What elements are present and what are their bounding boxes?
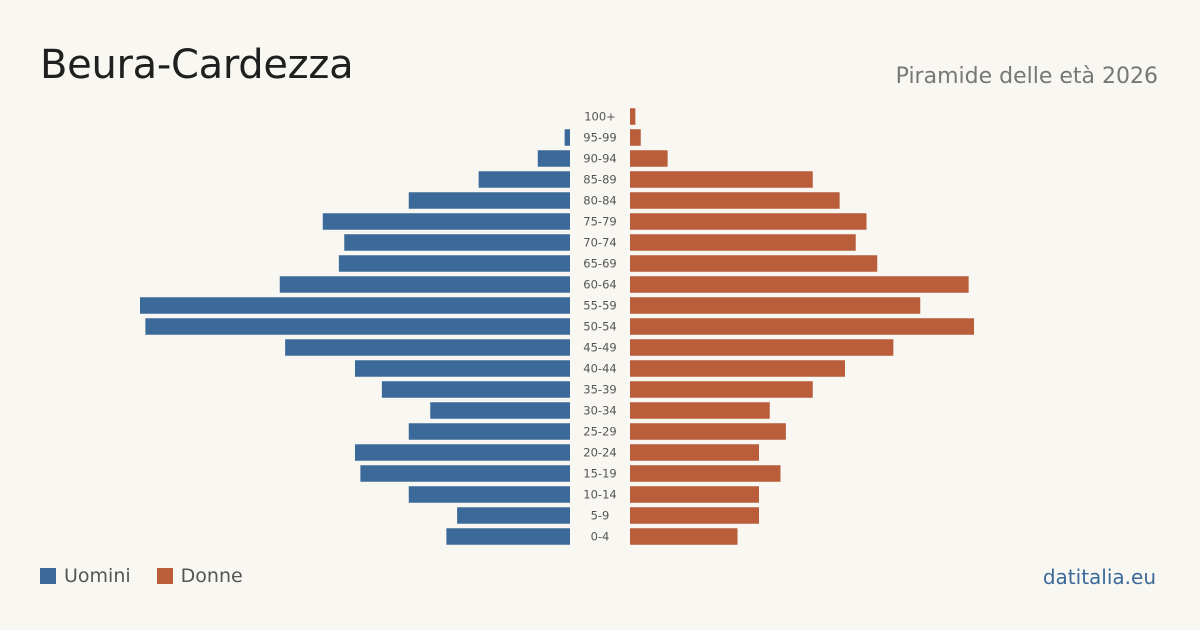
bar-men-90-94	[537, 150, 570, 167]
age-group-label: 75-79	[583, 215, 616, 229]
bar-women-15-19	[630, 465, 781, 482]
legend-label-women: Donne	[180, 565, 243, 587]
page-title: Beura-Cardezza	[40, 42, 354, 88]
legend-label-men: Uomini	[64, 565, 131, 587]
legend-item-men: Uomini	[40, 565, 131, 587]
bar-men-70-74	[344, 234, 570, 251]
bar-men-65-69	[338, 255, 570, 272]
bar-men-0-4	[446, 528, 570, 545]
bar-men-30-34	[430, 402, 570, 419]
legend-swatch-men	[40, 568, 56, 584]
age-group-label: 50-54	[583, 320, 616, 334]
age-group-label: 35-39	[583, 383, 616, 397]
bar-men-45-49	[285, 339, 570, 356]
bar-men-5-9	[457, 507, 570, 524]
bar-women-80-84	[630, 192, 840, 209]
source-link[interactable]: datitalia.eu	[1042, 565, 1156, 589]
bar-women-35-39	[630, 381, 813, 398]
bar-women-20-24	[630, 444, 759, 461]
bar-women-25-29	[630, 423, 786, 440]
age-group-label: 55-59	[583, 299, 616, 313]
age-group-label: 0-4	[591, 530, 610, 544]
bar-women-100+	[630, 108, 636, 125]
age-group-label: 25-29	[583, 425, 616, 439]
legend-item-women: Donne	[156, 565, 243, 587]
bar-men-35-39	[381, 381, 570, 398]
bar-men-20-24	[355, 444, 570, 461]
bar-women-85-89	[630, 171, 813, 188]
bar-women-65-69	[630, 255, 878, 272]
age-group-label: 10-14	[583, 488, 616, 502]
bar-men-10-14	[408, 486, 570, 503]
age-group-label: 65-69	[583, 257, 616, 271]
legend-swatch-women	[156, 568, 173, 584]
age-group-label: 30-34	[583, 404, 616, 418]
age-group-label: 5-9	[591, 509, 610, 523]
bar-women-90-94	[630, 150, 668, 167]
age-group-label: 45-49	[583, 341, 616, 355]
bar-men-60-64	[279, 276, 570, 293]
bar-men-55-59	[140, 297, 570, 314]
bar-men-95-99	[564, 129, 570, 146]
chart-subtitle: Piramide delle età 2026	[895, 64, 1158, 89]
bar-women-55-59	[630, 297, 921, 314]
bar-men-85-89	[478, 171, 570, 188]
bar-men-80-84	[408, 192, 570, 209]
age-group-label: 100+	[584, 110, 616, 124]
age-group-label: 20-24	[583, 446, 616, 460]
age-group-label: 90-94	[583, 152, 616, 166]
age-group-label: 40-44	[583, 362, 616, 376]
bar-women-30-34	[630, 402, 770, 419]
bar-women-95-99	[630, 129, 641, 146]
age-group-label: 60-64	[583, 278, 616, 292]
bar-men-50-54	[145, 318, 570, 335]
bar-men-25-29	[408, 423, 570, 440]
bar-women-50-54	[630, 318, 974, 335]
bar-women-40-44	[630, 360, 845, 377]
legend: Uomini Donne	[40, 565, 269, 587]
age-group-label: 95-99	[583, 131, 616, 145]
bar-men-75-79	[322, 213, 570, 230]
bar-men-40-44	[355, 360, 570, 377]
bar-women-0-4	[630, 528, 738, 545]
age-group-label: 85-89	[583, 173, 616, 187]
bar-women-5-9	[630, 507, 759, 524]
bar-women-70-74	[630, 234, 856, 251]
bar-women-10-14	[630, 486, 759, 503]
bar-men-15-19	[360, 465, 570, 482]
age-group-label: 80-84	[583, 194, 616, 208]
bar-women-45-49	[630, 339, 894, 356]
age-group-label: 15-19	[583, 467, 616, 481]
bar-women-60-64	[630, 276, 969, 293]
bar-women-75-79	[630, 213, 867, 230]
age-group-label: 70-74	[583, 236, 616, 250]
